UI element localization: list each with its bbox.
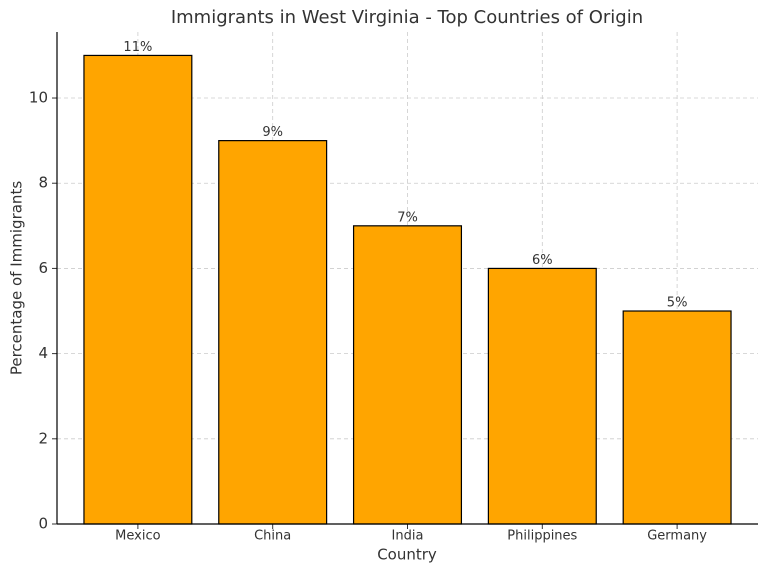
y-tick-label: 6 bbox=[38, 259, 48, 277]
chart-title: Immigrants in West Virginia - Top Countr… bbox=[171, 7, 643, 28]
bar bbox=[83, 54, 193, 525]
x-tick-label: India bbox=[392, 529, 424, 544]
value-label: 9% bbox=[262, 125, 283, 140]
bar bbox=[487, 267, 597, 525]
bar bbox=[352, 225, 463, 525]
value-label: 11% bbox=[123, 40, 152, 55]
x-tick-label: Philippines bbox=[507, 529, 577, 544]
bar bbox=[218, 140, 328, 525]
x-tick-label: China bbox=[254, 529, 291, 544]
value-label: 7% bbox=[397, 210, 418, 225]
value-label: 5% bbox=[667, 296, 688, 311]
y-tick-label: 2 bbox=[38, 429, 48, 447]
y-axis-label: Percentage of Immigrants bbox=[8, 181, 26, 375]
y-tick-label: 8 bbox=[38, 174, 48, 192]
x-axis-label: Country bbox=[377, 546, 437, 564]
y-tick-label: 4 bbox=[38, 344, 48, 362]
y-tick-label: 10 bbox=[29, 89, 48, 107]
y-tick-label: 0 bbox=[38, 515, 48, 533]
x-tick-label: Mexico bbox=[115, 529, 160, 544]
x-tick-label: Germany bbox=[647, 529, 707, 544]
bar bbox=[622, 310, 732, 525]
value-label: 6% bbox=[532, 253, 553, 268]
